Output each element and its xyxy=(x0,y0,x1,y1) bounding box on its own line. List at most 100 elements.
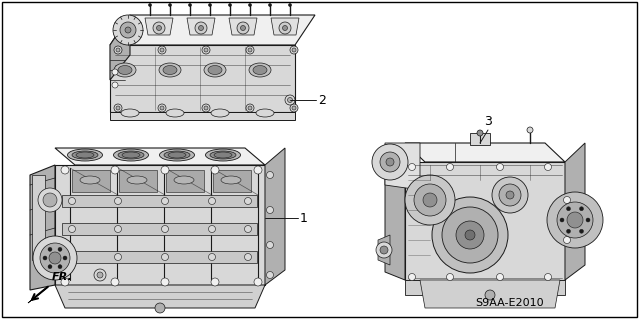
Circle shape xyxy=(209,226,216,233)
Circle shape xyxy=(33,236,77,280)
Circle shape xyxy=(246,46,254,54)
Polygon shape xyxy=(187,18,215,35)
Circle shape xyxy=(160,106,164,110)
Text: FR.: FR. xyxy=(52,272,73,282)
Polygon shape xyxy=(110,15,315,45)
Circle shape xyxy=(68,226,76,233)
Ellipse shape xyxy=(122,152,140,158)
Ellipse shape xyxy=(249,63,271,77)
Circle shape xyxy=(211,278,219,286)
Polygon shape xyxy=(378,235,390,265)
Circle shape xyxy=(248,48,252,52)
Circle shape xyxy=(161,278,169,286)
Circle shape xyxy=(376,242,392,258)
Circle shape xyxy=(380,152,400,172)
Bar xyxy=(470,133,490,145)
Polygon shape xyxy=(32,175,45,260)
Polygon shape xyxy=(420,280,560,308)
Circle shape xyxy=(209,4,211,6)
Polygon shape xyxy=(405,280,565,295)
Polygon shape xyxy=(565,143,585,280)
Circle shape xyxy=(485,290,495,300)
Ellipse shape xyxy=(204,63,226,77)
Ellipse shape xyxy=(114,63,136,77)
Circle shape xyxy=(189,4,191,6)
Circle shape xyxy=(61,166,69,174)
Circle shape xyxy=(40,243,70,273)
Circle shape xyxy=(58,265,62,269)
Polygon shape xyxy=(55,285,265,308)
Circle shape xyxy=(380,246,388,254)
Circle shape xyxy=(63,256,67,260)
Circle shape xyxy=(115,254,122,261)
Circle shape xyxy=(158,46,166,54)
Ellipse shape xyxy=(67,149,102,161)
Circle shape xyxy=(116,48,120,52)
Circle shape xyxy=(447,164,454,170)
Circle shape xyxy=(586,218,590,222)
Circle shape xyxy=(566,207,570,211)
Circle shape xyxy=(111,166,119,174)
Circle shape xyxy=(112,69,118,75)
Ellipse shape xyxy=(205,149,241,161)
Circle shape xyxy=(58,247,62,251)
Polygon shape xyxy=(271,18,299,35)
Circle shape xyxy=(447,273,454,280)
Circle shape xyxy=(114,104,122,112)
Ellipse shape xyxy=(164,151,190,159)
Circle shape xyxy=(43,193,57,207)
Circle shape xyxy=(497,273,504,280)
Circle shape xyxy=(423,193,437,207)
Circle shape xyxy=(211,166,219,174)
Polygon shape xyxy=(385,155,405,280)
Circle shape xyxy=(198,26,204,31)
Bar xyxy=(62,195,257,207)
Ellipse shape xyxy=(210,151,236,159)
Circle shape xyxy=(266,271,273,278)
Circle shape xyxy=(116,106,120,110)
Circle shape xyxy=(290,104,298,112)
Polygon shape xyxy=(229,18,257,35)
Circle shape xyxy=(115,226,122,233)
Circle shape xyxy=(94,269,106,281)
Ellipse shape xyxy=(214,152,232,158)
Circle shape xyxy=(254,166,262,174)
Circle shape xyxy=(405,175,455,225)
Circle shape xyxy=(497,164,504,170)
Ellipse shape xyxy=(118,65,132,75)
Circle shape xyxy=(202,104,210,112)
Circle shape xyxy=(113,15,143,45)
Circle shape xyxy=(289,4,291,6)
Polygon shape xyxy=(405,162,565,280)
Circle shape xyxy=(244,226,252,233)
Circle shape xyxy=(477,130,483,136)
Circle shape xyxy=(228,4,232,6)
Circle shape xyxy=(269,4,271,6)
Circle shape xyxy=(202,46,210,54)
Circle shape xyxy=(68,254,76,261)
Circle shape xyxy=(120,22,136,38)
Circle shape xyxy=(161,197,168,204)
Circle shape xyxy=(579,207,584,211)
Circle shape xyxy=(244,254,252,261)
Circle shape xyxy=(432,197,508,273)
Circle shape xyxy=(161,254,168,261)
Circle shape xyxy=(285,95,295,105)
Circle shape xyxy=(244,197,252,204)
Text: 2: 2 xyxy=(318,93,326,107)
Ellipse shape xyxy=(221,176,241,184)
Ellipse shape xyxy=(113,149,148,161)
Circle shape xyxy=(567,212,583,228)
Circle shape xyxy=(209,197,216,204)
Circle shape xyxy=(282,26,287,31)
Circle shape xyxy=(545,164,552,170)
Polygon shape xyxy=(110,15,130,80)
Circle shape xyxy=(266,241,273,249)
Circle shape xyxy=(158,104,166,112)
Ellipse shape xyxy=(118,151,144,159)
Circle shape xyxy=(209,254,216,261)
Ellipse shape xyxy=(72,151,98,159)
Circle shape xyxy=(547,192,603,248)
Circle shape xyxy=(168,4,172,6)
Polygon shape xyxy=(385,143,420,190)
